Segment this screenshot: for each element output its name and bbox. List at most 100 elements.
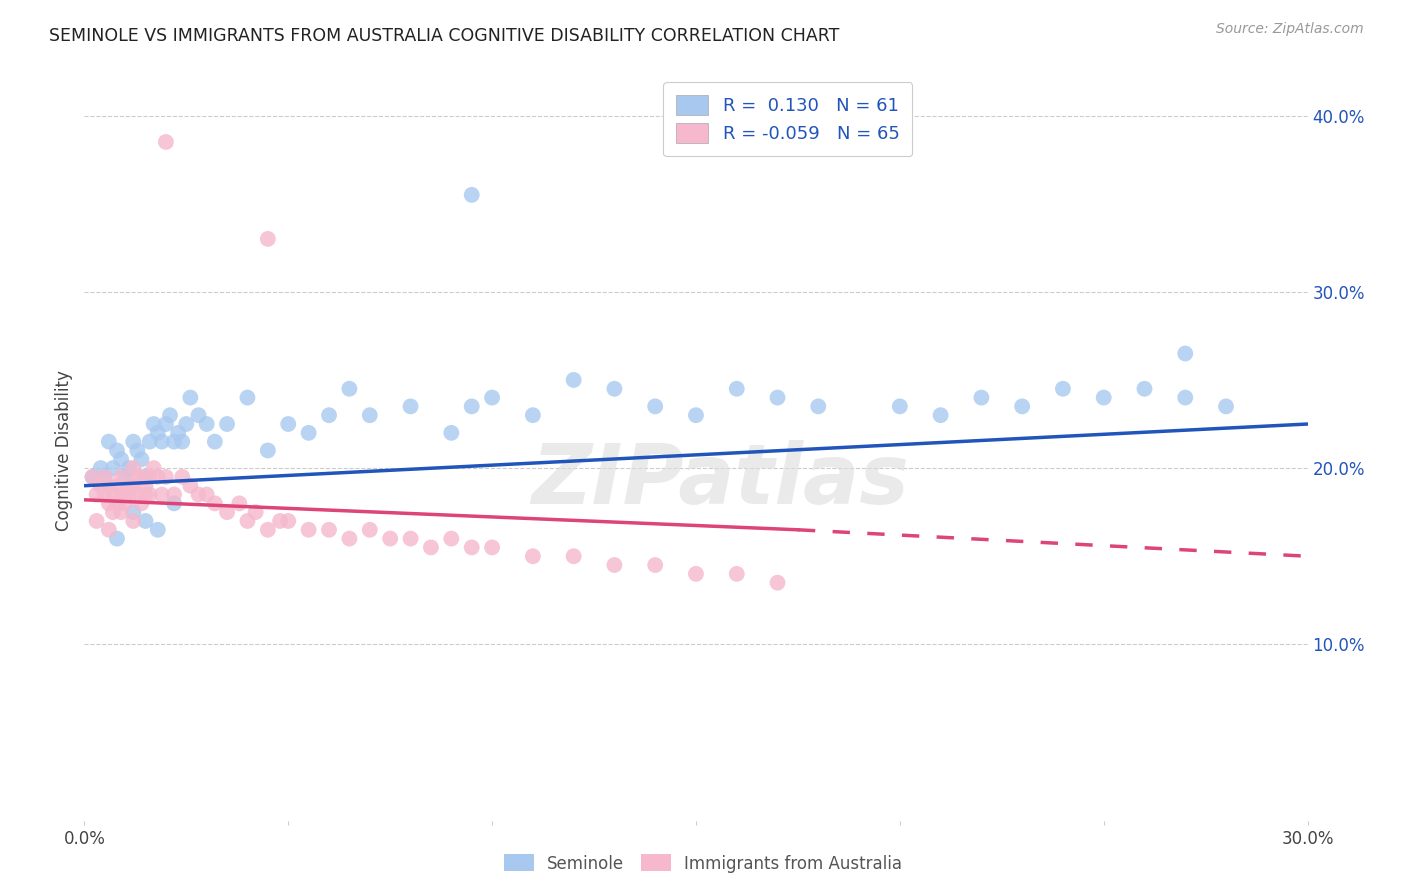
Point: [131, 470, 153, 484]
Point: [725, 566, 748, 581]
Point: [138, 434, 160, 449]
Point: [142, 461, 165, 475]
Point: [380, 532, 402, 546]
Point: [86, 514, 108, 528]
Point: [122, 434, 145, 449]
Point: [318, 408, 340, 422]
Point: [644, 558, 666, 572]
Point: [172, 434, 194, 449]
Point: [105, 479, 128, 493]
Point: [1174, 346, 1197, 360]
Point: [257, 523, 280, 537]
Point: [461, 541, 484, 555]
Point: [257, 232, 280, 246]
Point: [970, 391, 993, 405]
Point: [90, 461, 112, 475]
Point: [146, 470, 169, 484]
Point: [481, 391, 503, 405]
Point: [725, 382, 748, 396]
Point: [562, 549, 585, 564]
Point: [146, 523, 169, 537]
Point: [93, 470, 115, 484]
Point: [97, 523, 120, 537]
Point: [217, 505, 239, 519]
Point: [127, 443, 149, 458]
Point: [163, 496, 186, 510]
Point: [277, 417, 299, 431]
Point: [187, 408, 209, 422]
Point: [359, 408, 381, 422]
Point: [114, 470, 136, 484]
Point: [118, 487, 141, 501]
Point: [114, 496, 136, 510]
Point: [245, 505, 267, 519]
Point: [685, 408, 707, 422]
Point: [236, 391, 259, 405]
Point: [481, 541, 503, 555]
Point: [889, 400, 911, 414]
Point: [122, 505, 145, 519]
Point: [766, 391, 789, 405]
Point: [127, 470, 149, 484]
Point: [127, 487, 149, 501]
Point: [97, 496, 120, 510]
Point: [167, 425, 190, 440]
Point: [562, 373, 585, 387]
Point: [1052, 382, 1074, 396]
Point: [122, 461, 145, 475]
Point: [105, 496, 128, 510]
Point: [155, 135, 177, 149]
Point: [105, 443, 128, 458]
Point: [135, 514, 157, 528]
Point: [179, 479, 201, 493]
Point: [685, 566, 707, 581]
Point: [339, 532, 361, 546]
Point: [236, 514, 259, 528]
Point: [110, 505, 132, 519]
Point: [195, 487, 218, 501]
Point: [277, 514, 299, 528]
Point: [131, 496, 153, 510]
Point: [298, 425, 321, 440]
Point: [110, 487, 132, 501]
Point: [101, 505, 124, 519]
Point: [110, 470, 132, 484]
Point: [1215, 400, 1237, 414]
Point: [440, 425, 463, 440]
Point: [461, 187, 484, 202]
Y-axis label: Cognitive Disability: Cognitive Disability: [55, 370, 73, 531]
Point: [929, 408, 952, 422]
Point: [204, 434, 226, 449]
Point: [399, 532, 422, 546]
Point: [257, 443, 280, 458]
Point: [82, 470, 104, 484]
Point: [399, 400, 422, 414]
Point: [155, 470, 177, 484]
Point: [105, 532, 128, 546]
Point: [228, 496, 250, 510]
Point: [82, 470, 104, 484]
Point: [159, 408, 181, 422]
Point: [195, 417, 218, 431]
Point: [150, 487, 173, 501]
Point: [135, 470, 157, 484]
Point: [163, 487, 186, 501]
Text: Source: ZipAtlas.com: Source: ZipAtlas.com: [1216, 22, 1364, 37]
Point: [522, 549, 544, 564]
Point: [172, 470, 194, 484]
Point: [420, 541, 443, 555]
Point: [122, 514, 145, 528]
Point: [135, 487, 157, 501]
Point: [97, 434, 120, 449]
Point: [204, 496, 226, 510]
Point: [93, 470, 115, 484]
Point: [1011, 400, 1033, 414]
Legend: R =  0.130   N = 61, R = -0.059   N = 65: R = 0.130 N = 61, R = -0.059 N = 65: [664, 82, 912, 156]
Point: [90, 479, 112, 493]
Point: [118, 479, 141, 493]
Point: [101, 461, 124, 475]
Point: [138, 470, 160, 484]
Point: [131, 452, 153, 467]
Point: [93, 487, 115, 501]
Point: [179, 391, 201, 405]
